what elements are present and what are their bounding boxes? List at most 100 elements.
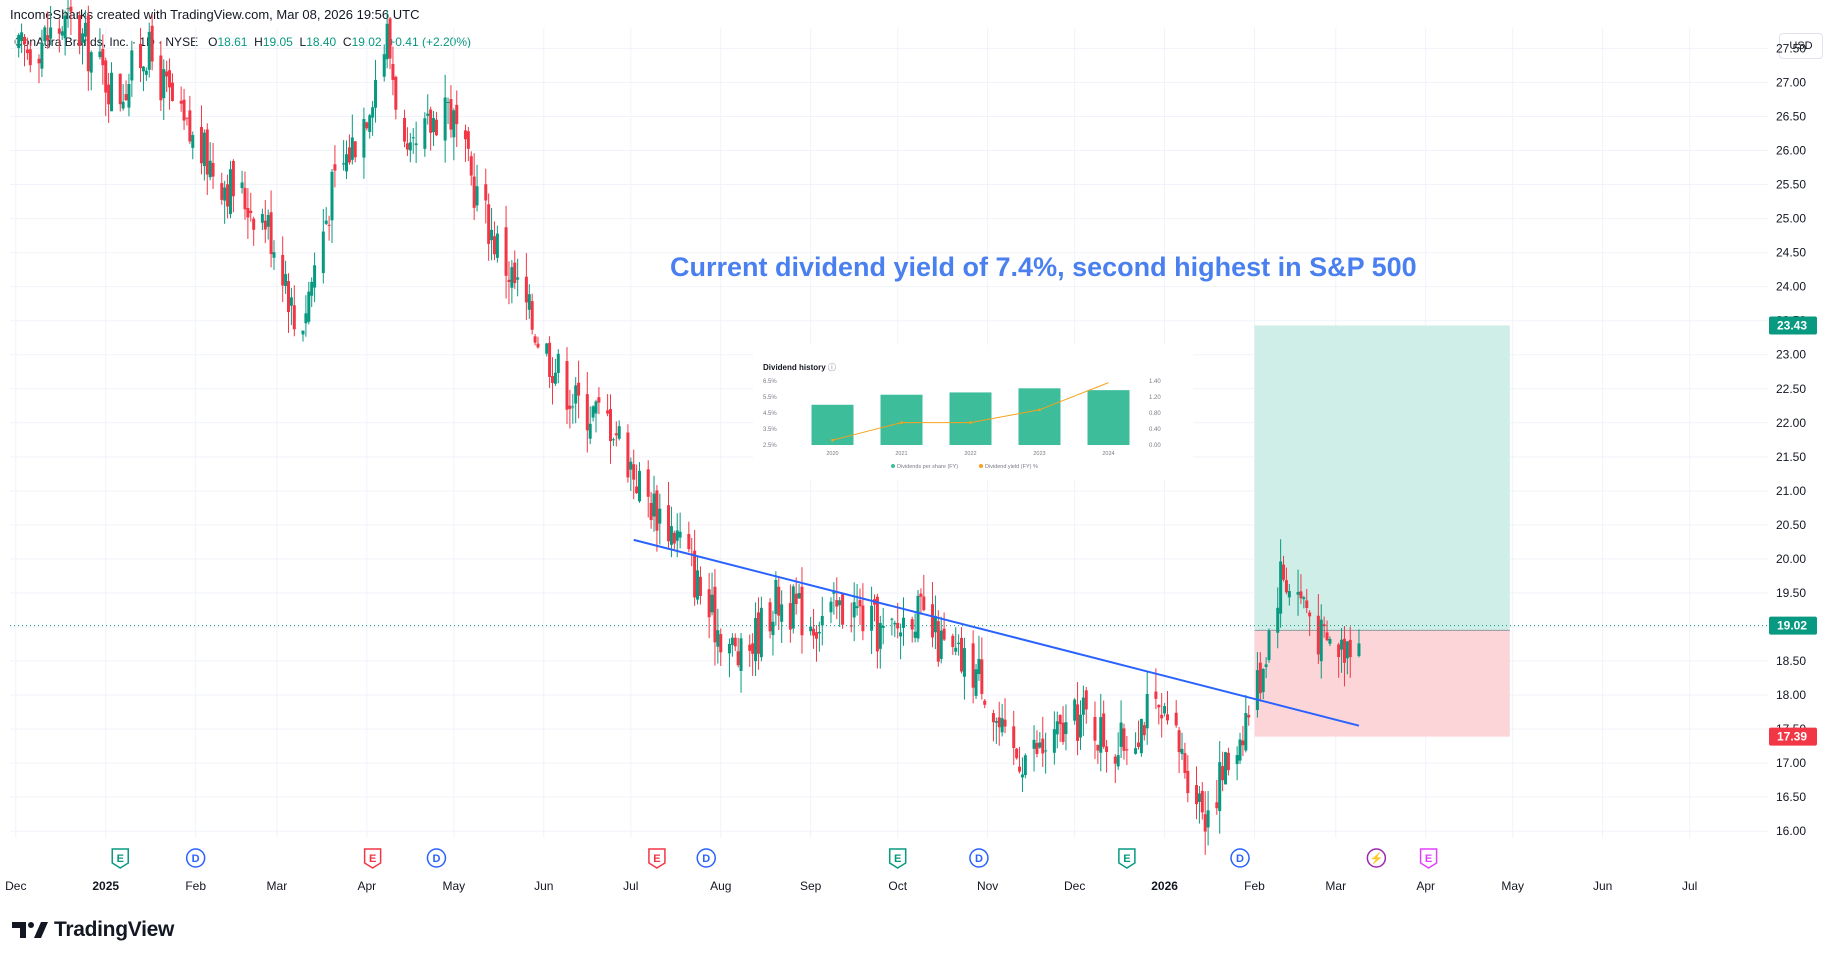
candle-body xyxy=(646,469,650,497)
candle-body xyxy=(1342,638,1346,663)
candle-body xyxy=(1142,725,1146,736)
candle-body xyxy=(1081,697,1085,715)
candle-body xyxy=(66,8,70,10)
candle-body xyxy=(942,628,946,640)
candle-body xyxy=(385,23,389,60)
candle-body xyxy=(878,622,882,649)
earnings-event-icon[interactable] xyxy=(111,848,129,869)
candle-body xyxy=(669,526,673,545)
candle-body xyxy=(536,343,540,348)
inset-title: Dividend history ⓘ xyxy=(763,363,836,372)
candle-body xyxy=(150,25,154,62)
candle-body xyxy=(205,129,209,175)
candle-body xyxy=(693,550,697,598)
candle-body xyxy=(1012,726,1016,748)
price-axis[interactable]: 16.0016.5017.0017.5018.0018.5019.0019.50… xyxy=(1776,41,1806,838)
candle-body xyxy=(1113,756,1117,764)
candle-body xyxy=(188,110,192,142)
inset-right-tick: 1.20 xyxy=(1149,395,1161,401)
dividend-event-icon[interactable] xyxy=(1230,848,1250,868)
dividend-event-icon[interactable] xyxy=(426,848,447,868)
candle-body xyxy=(286,281,290,313)
candle-body xyxy=(487,204,491,244)
inset-x-tick: 2020 xyxy=(826,451,838,457)
candle-body xyxy=(269,212,273,255)
candle-body xyxy=(249,210,253,213)
earnings-event-icon[interactable] xyxy=(648,848,666,869)
earnings-event-icon[interactable] xyxy=(888,848,907,869)
candle-body xyxy=(191,135,195,148)
candle-body xyxy=(310,281,314,296)
time-axis[interactable]: Dec 2025 Feb Mar Apr May Jun Jul Aug Sep Oct Nov Dec… xyxy=(5,879,1697,893)
candle-body xyxy=(939,630,943,659)
inset-legend-bar: Dividends per share (FY) xyxy=(897,464,958,470)
candle-body xyxy=(675,530,679,541)
candle-body xyxy=(1116,755,1120,767)
inset-bar xyxy=(1087,390,1130,445)
candle-body xyxy=(513,262,517,284)
candle-body xyxy=(411,137,415,139)
dividend-annotation[interactable]: Current dividend yield of 7.4%, second h… xyxy=(670,252,1417,282)
candle-body xyxy=(510,267,514,288)
trendline-layer[interactable] xyxy=(633,538,1360,727)
candle-body xyxy=(388,18,392,59)
candle-body xyxy=(507,279,511,282)
price-labels: 23.43 19.02 17.39 xyxy=(1769,316,1817,746)
candle-body xyxy=(408,142,412,151)
target-zone[interactable] xyxy=(1254,325,1510,631)
candle-body xyxy=(304,313,308,324)
dividend-event-icon[interactable] xyxy=(969,848,989,868)
candle-body xyxy=(368,115,372,132)
candle-body xyxy=(881,625,885,628)
candle-body xyxy=(1255,670,1259,711)
inset-right-tick: 1.40 xyxy=(1149,379,1161,385)
candle-body xyxy=(1134,748,1138,754)
trendline[interactable] xyxy=(633,538,1360,727)
candle-body xyxy=(228,169,232,215)
candle-body xyxy=(597,397,601,403)
currency-button[interactable]: USD xyxy=(1779,33,1823,59)
earnings-event-icon[interactable] xyxy=(1419,848,1438,869)
split-event-icon[interactable] xyxy=(1366,848,1387,868)
inset-yield-point xyxy=(900,421,903,424)
candle-body xyxy=(1064,722,1068,734)
candle-body xyxy=(223,187,227,201)
candle-body xyxy=(1105,746,1109,753)
candle-body xyxy=(1044,750,1048,752)
event-letter: D xyxy=(975,853,983,865)
price-chart[interactable]: 16.0016.5017.0017.5018.0018.5019.0019.50… xyxy=(0,0,1835,905)
candle-body xyxy=(353,141,357,158)
candle-body xyxy=(1287,591,1291,598)
candle-body xyxy=(260,214,264,223)
inset-bar xyxy=(949,392,992,445)
candle-body xyxy=(208,160,212,178)
event-letter: D xyxy=(192,853,200,865)
candle-body xyxy=(870,605,874,631)
earnings-event-icon[interactable] xyxy=(1118,848,1136,869)
candle-body xyxy=(426,113,430,116)
dividend-event-icon[interactable] xyxy=(185,848,206,868)
candle-body xyxy=(49,27,53,39)
candle-body xyxy=(1119,722,1123,747)
candle-body xyxy=(606,410,610,414)
dividend-event-icon[interactable] xyxy=(696,848,716,868)
inset-legend-line: Dividend yield (FY) % xyxy=(985,464,1038,470)
candle-body xyxy=(1218,762,1222,812)
candle-body xyxy=(960,637,964,672)
inset-right-tick: 0.00 xyxy=(1149,443,1161,449)
candle-body xyxy=(1076,704,1080,741)
inset-bar xyxy=(880,394,923,445)
tradingview-logo[interactable]: TradingView xyxy=(12,918,174,942)
event-letter: E xyxy=(1123,853,1130,865)
x-tick-label: Apr xyxy=(1416,879,1435,893)
candle-body xyxy=(179,100,183,104)
candle-body xyxy=(266,214,270,227)
inset-left-tick: 3.5% xyxy=(763,427,777,433)
inset-left-tick: 2.5% xyxy=(763,443,777,449)
candle-body xyxy=(1055,721,1059,735)
earnings-event-icon[interactable] xyxy=(363,848,382,869)
stop-zone[interactable] xyxy=(1254,630,1510,737)
long-position-tool[interactable] xyxy=(1254,325,1510,737)
candle-body xyxy=(545,343,549,354)
candle-body xyxy=(716,630,720,647)
